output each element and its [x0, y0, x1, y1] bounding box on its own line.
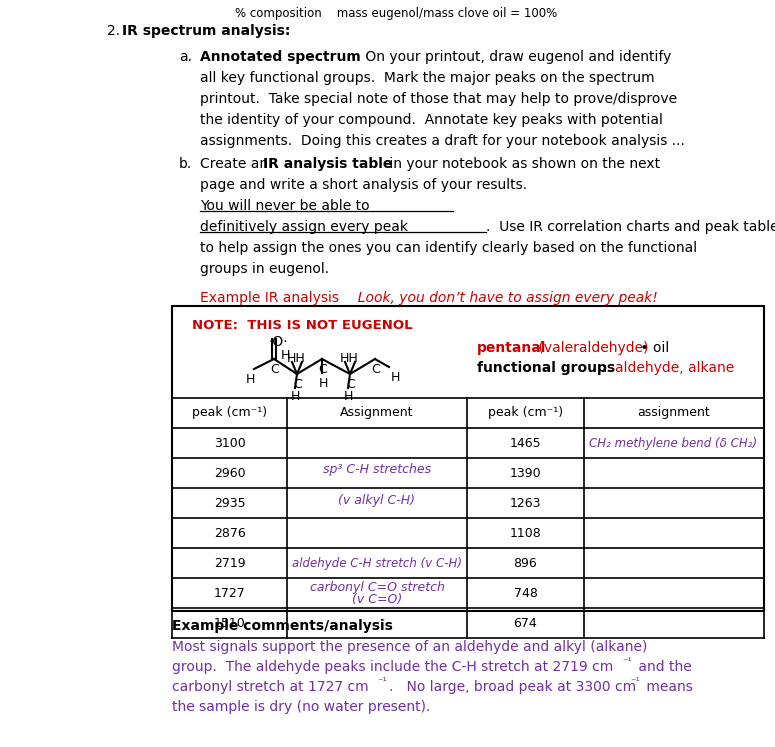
Text: group.  The aldehyde peaks include the C-H stretch at 2719 cm: group. The aldehyde peaks include the C-…	[172, 660, 613, 674]
Text: carbonyl C=O stretch: carbonyl C=O stretch	[309, 581, 444, 594]
Text: ⁻¹: ⁻¹	[377, 677, 387, 687]
Text: page and write a short analysis of your results.: page and write a short analysis of your …	[200, 178, 536, 192]
Text: % composition    mass eugenol/mass clove oil = 100%: % composition mass eugenol/mass clove oi…	[235, 7, 557, 20]
Text: ⁻¹: ⁻¹	[622, 657, 632, 667]
Text: C: C	[371, 363, 380, 376]
Text: (v C=O): (v C=O)	[352, 593, 402, 606]
Text: 1263: 1263	[510, 497, 541, 510]
Text: assignment: assignment	[638, 406, 711, 419]
Text: 2.: 2.	[107, 24, 120, 38]
Text: H: H	[391, 371, 401, 384]
Text: assignments.  Doing this creates a draft for your notebook analysis ...: assignments. Doing this creates a draft …	[200, 134, 685, 148]
Text: (valeraldehyde): (valeraldehyde)	[534, 341, 649, 355]
Text: a.: a.	[179, 50, 192, 64]
Text: carbonyl stretch at 1727 cm: carbonyl stretch at 1727 cm	[172, 680, 369, 694]
Text: definitively assign every peak: definitively assign every peak	[200, 220, 408, 234]
Text: 1727: 1727	[214, 587, 246, 600]
Text: Most signals support the presence of an aldehyde and alkyl (alkane): Most signals support the presence of an …	[172, 640, 647, 654]
Text: ·O·: ·O·	[268, 335, 288, 349]
Text: printout.  Take special note of those that may help to prove/disprove: printout. Take special note of those tha…	[200, 92, 677, 106]
Text: Create an: Create an	[200, 157, 273, 171]
Text: Assignment: Assignment	[340, 406, 414, 419]
Text: .   No large, broad peak at 3300 cm: . No large, broad peak at 3300 cm	[389, 680, 636, 694]
Text: :  On your printout, draw eugenol and identify: : On your printout, draw eugenol and ide…	[352, 50, 671, 64]
Text: H: H	[319, 377, 329, 390]
Text: H: H	[291, 390, 301, 403]
Text: 1390: 1390	[510, 467, 541, 480]
Text: 2960: 2960	[214, 467, 246, 480]
Text: 3100: 3100	[214, 437, 246, 450]
Text: 2935: 2935	[214, 497, 246, 510]
Text: and the: and the	[634, 660, 692, 674]
Text: Look, you don’t have to assign every peak!: Look, you don’t have to assign every pea…	[349, 291, 658, 305]
Text: You will never be able to: You will never be able to	[200, 199, 370, 213]
Text: NOTE:  THIS IS NOT EUGENOL: NOTE: THIS IS NOT EUGENOL	[192, 319, 412, 332]
Text: C: C	[270, 363, 279, 376]
Text: Example comments/analysis: Example comments/analysis	[172, 619, 393, 633]
Text: ⁻¹: ⁻¹	[630, 677, 639, 687]
Text: in your notebook as shown on the next: in your notebook as shown on the next	[385, 157, 660, 171]
Text: IR analysis table: IR analysis table	[263, 157, 392, 171]
Text: C: C	[318, 363, 327, 376]
Text: groups in eugenol.: groups in eugenol.	[200, 262, 329, 276]
Text: H: H	[246, 373, 256, 386]
Text: HH: HH	[287, 352, 306, 365]
Text: the identity of your compound.  Annotate key peaks with potential: the identity of your compound. Annotate …	[200, 113, 663, 127]
Text: 1108: 1108	[510, 527, 542, 540]
Text: CH₂ methylene bend (δ CH₂): CH₂ methylene bend (δ CH₂)	[589, 437, 757, 450]
Text: 748: 748	[514, 587, 537, 600]
Text: all key functional groups.  Mark the major peaks on the spectrum: all key functional groups. Mark the majo…	[200, 71, 655, 85]
Text: 2719: 2719	[214, 557, 246, 570]
Text: peak (cm⁻¹): peak (cm⁻¹)	[488, 406, 563, 419]
Text: pentanal: pentanal	[477, 341, 546, 355]
Text: Example IR analysis: Example IR analysis	[200, 291, 339, 305]
Text: .  Use IR correlation charts and peak tables: . Use IR correlation charts and peak tab…	[486, 220, 775, 234]
Text: IR spectrum analysis:: IR spectrum analysis:	[122, 24, 291, 38]
Text: • oil: • oil	[636, 341, 670, 355]
Text: 1510: 1510	[214, 617, 246, 630]
Text: HH: HH	[340, 352, 359, 365]
Text: aldehyde C-H stretch (v C-H): aldehyde C-H stretch (v C-H)	[292, 557, 462, 570]
Text: 674: 674	[514, 617, 537, 630]
Text: sp³ C-H stretches: sp³ C-H stretches	[323, 463, 431, 476]
Text: Annotated spectrum: Annotated spectrum	[200, 50, 360, 64]
Text: C: C	[346, 378, 355, 391]
Text: to help assign the ones you can identify clearly based on the functional: to help assign the ones you can identify…	[200, 241, 698, 255]
Text: 1465: 1465	[510, 437, 541, 450]
Text: functional groups: functional groups	[477, 361, 615, 375]
Text: 896: 896	[514, 557, 537, 570]
Text: C: C	[293, 378, 301, 391]
Text: b.: b.	[179, 157, 192, 171]
Text: :: :	[603, 361, 616, 375]
Text: means: means	[642, 680, 693, 694]
Text: (v alkyl C-H): (v alkyl C-H)	[339, 494, 415, 507]
Text: aldehyde, alkane: aldehyde, alkane	[615, 361, 734, 375]
Text: 2876: 2876	[214, 527, 246, 540]
Bar	[172, 306, 764, 611]
Text: peak (cm⁻¹): peak (cm⁻¹)	[192, 406, 267, 419]
Text: H: H	[281, 349, 291, 362]
Text: H: H	[344, 390, 353, 403]
Text: the sample is dry (no water present).: the sample is dry (no water present).	[172, 700, 430, 714]
